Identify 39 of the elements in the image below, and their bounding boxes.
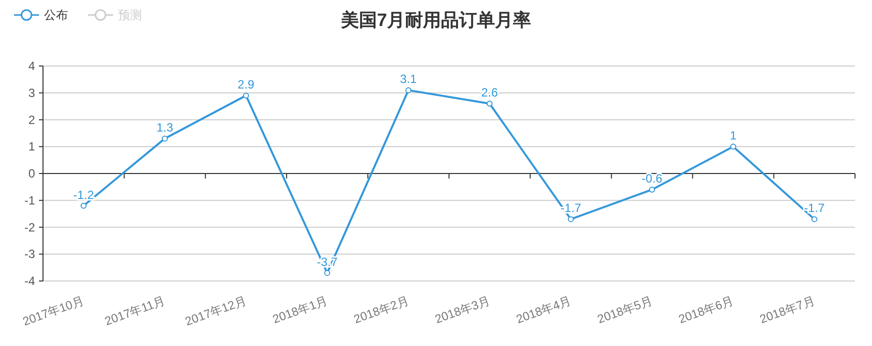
y-tick-label: 4 [28, 59, 36, 73]
x-tick-label: 2017年11月 [102, 294, 168, 328]
x-tick-label: 2018年4月 [514, 294, 574, 326]
y-tick-label: 3 [28, 86, 36, 100]
y-tick-label: -3 [24, 247, 36, 262]
point [324, 270, 330, 276]
x-tick-label: 2018年3月 [433, 294, 492, 326]
y-tick-label: 2 [28, 112, 36, 127]
legend-label: 公布 [44, 8, 68, 22]
x-tick-label: 2017年12月 [183, 294, 248, 329]
point [811, 216, 818, 222]
data-label: -0.6 [642, 172, 663, 186]
y-tick-label: -1 [24, 193, 36, 208]
data-label: 2.9 [238, 78, 255, 92]
point [649, 186, 655, 193]
point [568, 216, 574, 222]
x-tick-label: 2018年6月 [676, 294, 736, 326]
point [80, 202, 87, 209]
y-tick-label: -4 [24, 274, 36, 288]
data-label: 2.6 [481, 86, 498, 100]
data-label: 1 [730, 128, 737, 143]
data-label: 1.3 [156, 120, 174, 135]
data-label: 3.1 [400, 72, 418, 86]
x-tick-label: 2018年7月 [758, 294, 817, 326]
data-label: -1.7 [804, 201, 826, 216]
point [405, 87, 412, 94]
point [486, 100, 493, 107]
point [730, 144, 736, 150]
chart-title: 美国7月耐用品订单月率 [340, 10, 532, 30]
y-tick-label: -2 [24, 220, 36, 234]
x-tick-label: 2018年1月 [270, 294, 330, 326]
data-label: -1.2 [73, 188, 94, 202]
x-tick-label: 2017年10月 [20, 294, 86, 329]
point [162, 136, 168, 142]
point [243, 92, 249, 99]
y-tick-label: 1 [28, 140, 36, 154]
x-tick-label: 2018年2月 [352, 294, 411, 326]
y-tick-label: 0 [28, 166, 36, 180]
x-tick-label: 2018年5月 [596, 294, 654, 326]
